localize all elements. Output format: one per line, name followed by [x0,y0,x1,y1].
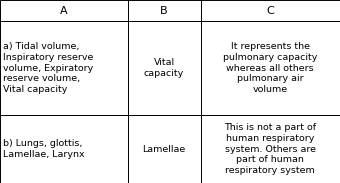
Bar [128,21,201,115]
Bar [201,115,340,183]
Bar [0,21,128,115]
Bar [201,21,340,115]
Bar [0,0,128,21]
Text: Lamellae: Lamellae [142,145,186,154]
Text: This is not a part of
human respiratory
system. Others are
part of human
respira: This is not a part of human respiratory … [224,123,316,175]
Text: a) Tidal volume,
Inspiratory reserve
volume, Expiratory
reserve volume,
Vital ca: a) Tidal volume, Inspiratory reserve vol… [3,42,93,94]
Text: b) Lungs, glottis,
Lamellae, Larynx: b) Lungs, glottis, Lamellae, Larynx [3,139,84,159]
Bar [128,115,201,183]
Text: It represents the
pulmonary capacity
whereas all others
pulmonary air
volume: It represents the pulmonary capacity whe… [223,42,318,94]
Text: Vital
capacity: Vital capacity [144,58,184,78]
Text: B: B [160,5,168,16]
Bar [128,0,201,21]
Bar [0,115,128,183]
Text: A: A [60,5,68,16]
Bar [201,0,340,21]
Text: C: C [267,5,274,16]
